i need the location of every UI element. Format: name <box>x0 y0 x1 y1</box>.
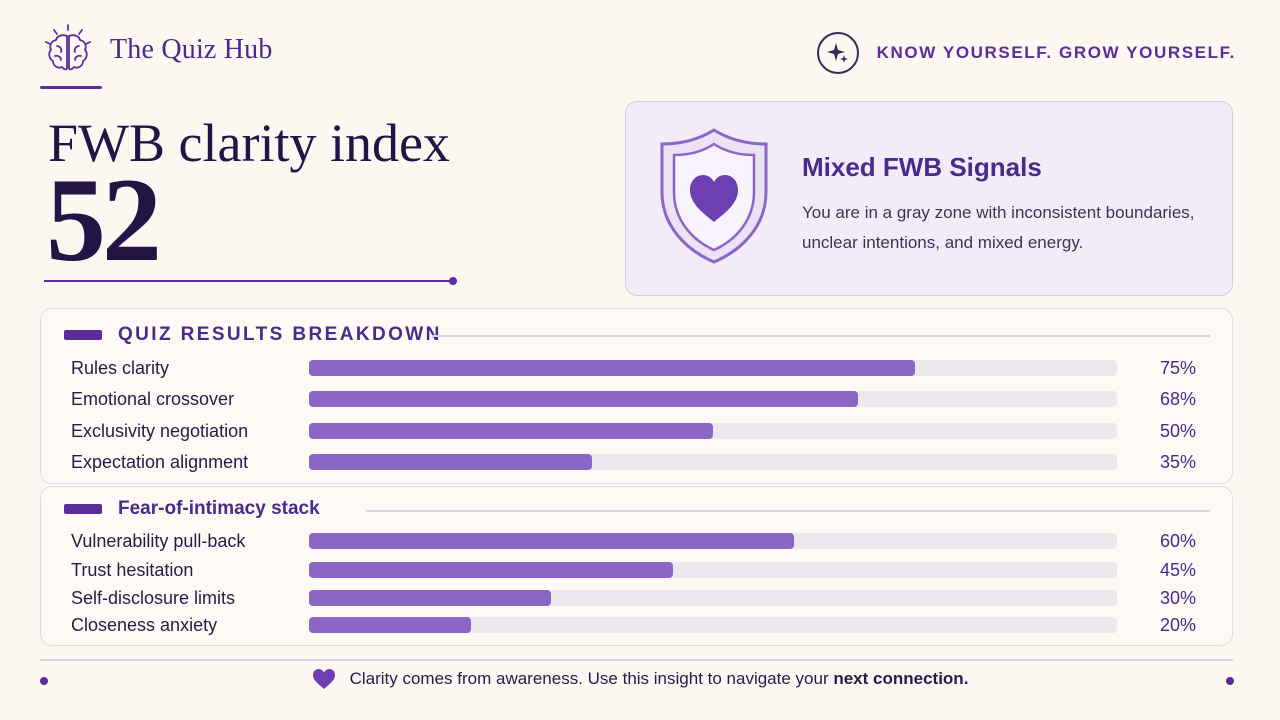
breakdown-row: Expectation alignment 35% <box>71 450 1196 474</box>
section-marker <box>64 330 102 340</box>
row-label: Closeness anxiety <box>71 615 218 635</box>
footer-dot-left <box>40 677 48 685</box>
section-title: QUIZ RESULTS BREAKDOWN <box>118 324 442 345</box>
breakdown-row: Self-disclosure limits 30% <box>71 586 1196 610</box>
score-divider-dot <box>449 277 457 285</box>
breakdown-row: Closeness anxiety 20% <box>71 613 1196 637</box>
section-header-intimacy: Fear-of-intimacy stack <box>64 498 320 520</box>
row-label: Rules clarity <box>71 358 170 378</box>
row-label: Self-disclosure limits <box>71 588 236 608</box>
row-percent: 30% <box>1159 588 1196 608</box>
row-percent: 50% <box>1159 421 1196 441</box>
progress-fill <box>309 454 592 470</box>
progress-fill <box>309 423 713 439</box>
progress-track <box>309 533 1117 549</box>
breakdown-row: Exclusivity negotiation 50% <box>71 419 1196 443</box>
heart-icon <box>312 669 335 689</box>
row-label: Expectation alignment <box>71 452 249 472</box>
result-title: Mixed FWB Signals <box>802 152 1042 182</box>
footer-text: Clarity comes from awareness. Use this i… <box>350 669 969 689</box>
breakdown-row: Vulnerability pull-back 60% <box>71 529 1196 553</box>
result-card: Mixed FWB Signals You are in a gray zone… <box>625 101 1233 296</box>
footer-divider <box>40 659 1233 661</box>
row-label: Trust hesitation <box>71 560 194 580</box>
tagline-text: KNOW YOURSELF. GROW YOURSELF. <box>876 43 1236 62</box>
brain-icon <box>45 24 91 71</box>
breakdown-row: Emotional crossover 68% <box>71 387 1196 411</box>
row-label: Vulnerability pull-back <box>71 531 246 551</box>
progress-fill <box>309 590 552 606</box>
progress-track <box>309 590 1117 606</box>
progress-track <box>309 391 1117 407</box>
row-percent: 60% <box>1159 531 1196 551</box>
section-rule <box>366 510 1210 512</box>
shield-heart-icon <box>660 128 768 264</box>
section-marker <box>64 504 102 514</box>
row-percent: 35% <box>1159 452 1196 472</box>
result-description: You are in a gray zone with inconsistent… <box>802 203 1195 252</box>
progress-fill <box>309 360 915 376</box>
progress-fill <box>309 391 859 407</box>
breakdown-row: Trust hesitation 45% <box>71 558 1196 582</box>
section-title: Fear-of-intimacy stack <box>118 498 320 519</box>
tagline: KNOW YOURSELF. GROW YOURSELF. <box>816 32 1236 74</box>
sparkle-icon <box>816 32 859 74</box>
score-divider <box>44 280 452 282</box>
progress-fill <box>309 533 794 549</box>
footer-message: Clarity comes from awareness. Use this i… <box>349 669 834 688</box>
brand-name: The Quiz Hub <box>110 34 273 65</box>
progress-fill <box>309 617 471 633</box>
progress-track <box>309 360 1117 376</box>
section-header-breakdown: QUIZ RESULTS BREAKDOWN <box>64 324 442 346</box>
footer: Clarity comes from awareness. Use this i… <box>0 668 1280 690</box>
row-percent: 45% <box>1159 560 1196 580</box>
page-title: FWB clarity index <box>48 113 450 173</box>
row-label: Exclusivity negotiation <box>71 421 249 441</box>
progress-track <box>309 562 1117 578</box>
progress-track <box>309 423 1117 439</box>
breakdown-row: Rules clarity 75% <box>71 356 1196 380</box>
row-percent: 68% <box>1159 389 1196 409</box>
score-value: 52 <box>46 153 162 286</box>
footer-emphasis: next connection. <box>833 669 969 688</box>
brand[interactable]: The Quiz Hub <box>40 22 273 78</box>
section-rule <box>432 335 1210 337</box>
row-percent: 75% <box>1159 358 1196 378</box>
progress-track <box>309 454 1117 470</box>
row-percent: 20% <box>1159 615 1196 635</box>
brand-underline <box>40 86 102 89</box>
row-label: Emotional crossover <box>71 389 235 409</box>
footer-dot-right <box>1226 677 1234 685</box>
progress-fill <box>309 562 673 578</box>
progress-track <box>309 617 1117 633</box>
